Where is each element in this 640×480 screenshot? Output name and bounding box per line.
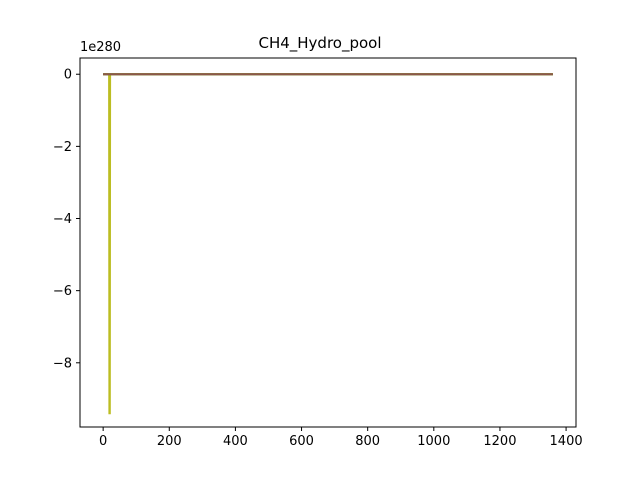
y-offset-text: 1e280 <box>80 40 121 55</box>
chart-title: CH4_Hydro_pool <box>258 34 381 53</box>
y-tick-label: −8 <box>53 356 72 371</box>
series-line-0 <box>103 73 553 415</box>
x-tick-label: 800 <box>355 434 380 449</box>
x-tick-label: 0 <box>99 434 107 449</box>
y-tick-label: −6 <box>53 284 72 299</box>
y-tick-label: −2 <box>53 140 72 155</box>
x-tick-label: 1200 <box>483 434 516 449</box>
x-tick-label: 600 <box>289 434 314 449</box>
ticks-layer: 0 200 400 600 800 1000 1200 1400 0 −2 −4 −6 −8 <box>53 68 583 449</box>
y-tick-label: −4 <box>53 212 72 227</box>
plot-area <box>79 57 577 428</box>
y-tick-label: 0 <box>64 68 72 83</box>
x-tick-label: 1000 <box>417 434 450 449</box>
x-tick-label: 1400 <box>550 434 583 449</box>
series-layer <box>103 73 553 415</box>
x-tick-label: 400 <box>223 434 248 449</box>
x-tick-label: 200 <box>157 434 182 449</box>
